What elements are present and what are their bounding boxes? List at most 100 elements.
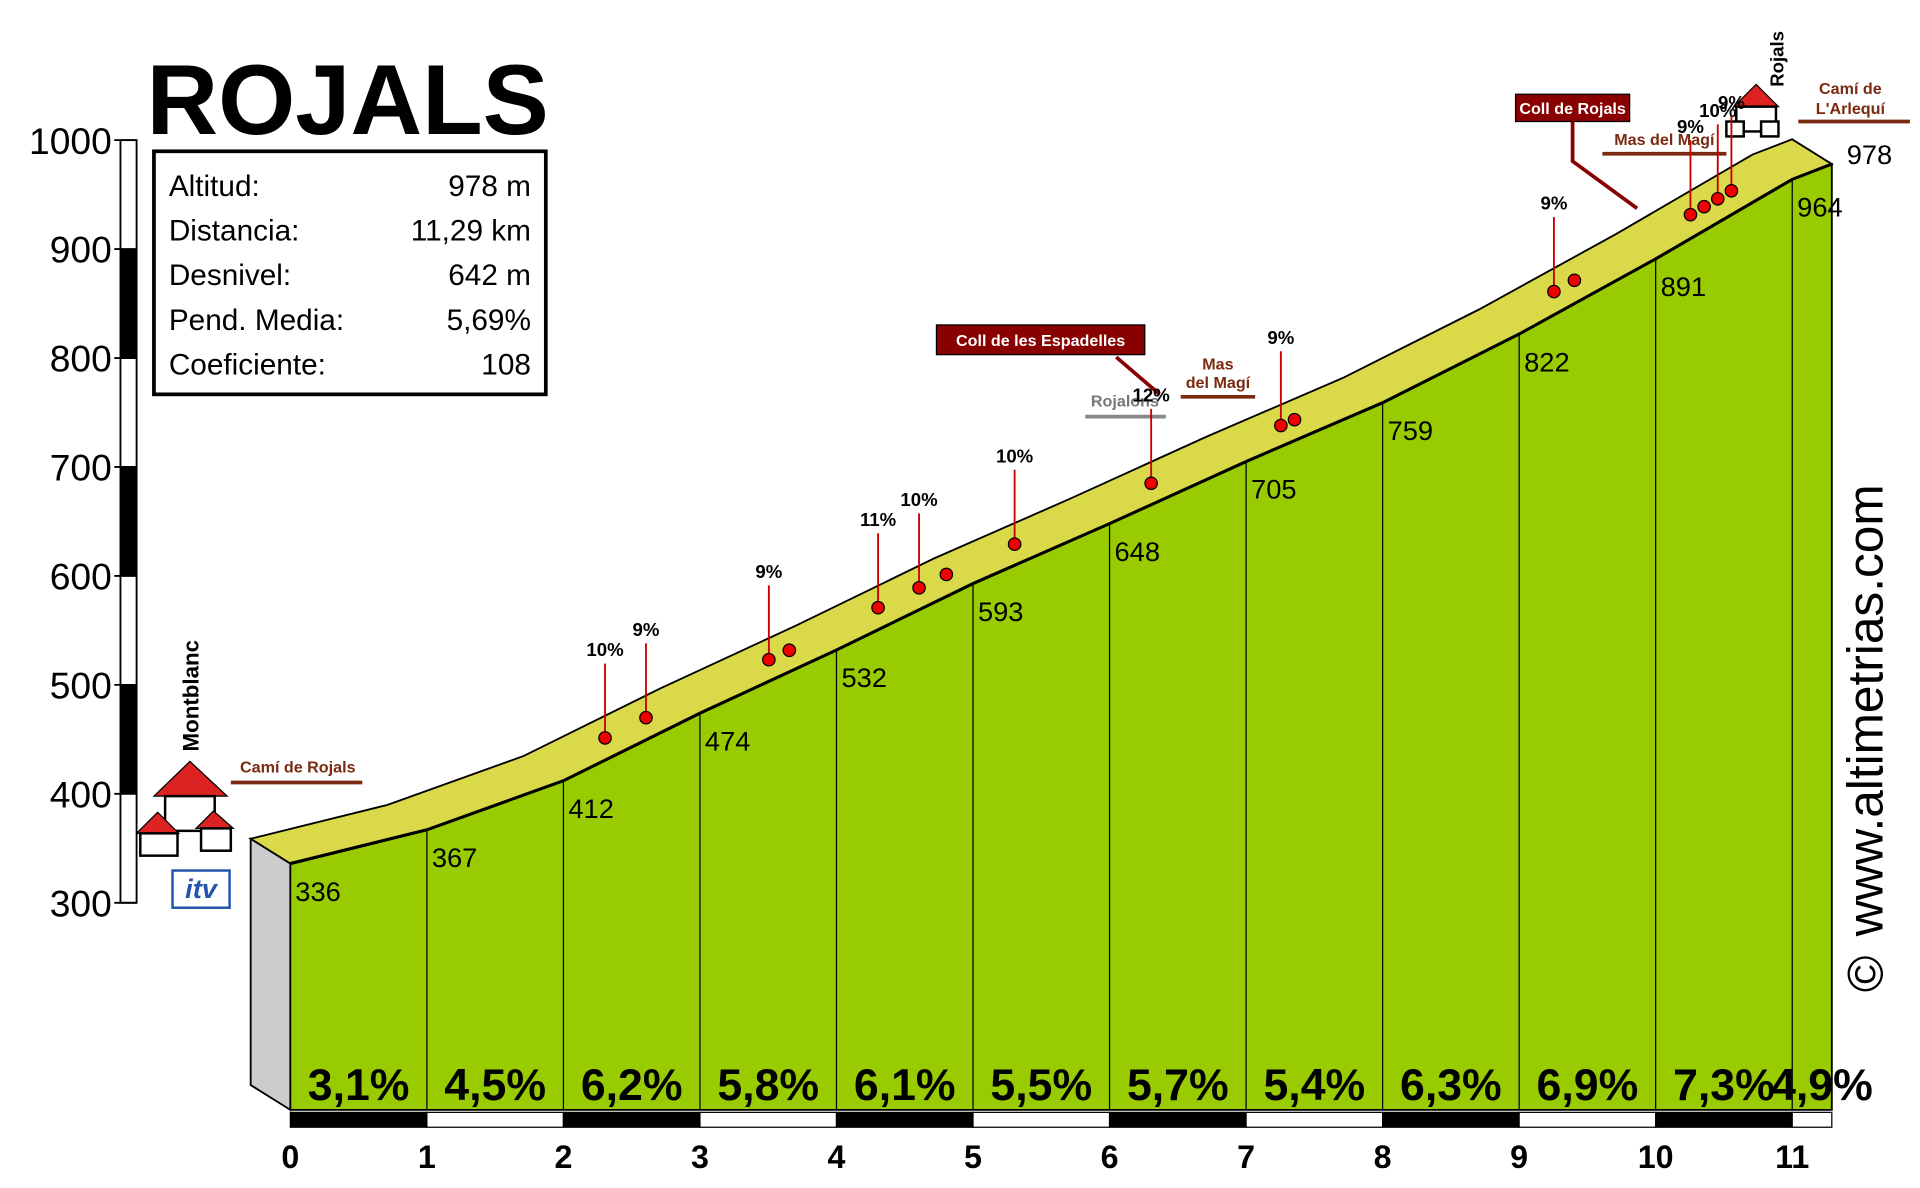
road-label: Camí de Rojals bbox=[240, 759, 356, 777]
base-segment bbox=[289, 1111, 428, 1128]
base-segment bbox=[1518, 1111, 1657, 1128]
y-tick-label: 700 bbox=[50, 447, 112, 489]
altitude-label: 474 bbox=[705, 725, 751, 756]
steep-label: 9% bbox=[1677, 116, 1704, 137]
gradient-label: 5,5% bbox=[990, 1061, 1092, 1110]
altitude-label: 964 bbox=[1797, 192, 1843, 223]
gradient-label: 4,5% bbox=[444, 1061, 546, 1110]
steep-label: 9% bbox=[1718, 92, 1745, 113]
steep-point bbox=[1274, 418, 1288, 433]
base-segment bbox=[972, 1111, 1111, 1128]
altitude-label: 978 bbox=[1847, 139, 1893, 170]
stat-label: Desnivel: bbox=[169, 259, 291, 292]
steep-point bbox=[939, 567, 954, 582]
steep-point bbox=[1547, 284, 1561, 299]
col-box bbox=[935, 324, 1146, 356]
steep-point bbox=[1007, 537, 1022, 552]
gradient-label: 4,9% bbox=[1771, 1061, 1873, 1110]
steep-label: 10% bbox=[1699, 100, 1737, 121]
steep-point bbox=[1724, 183, 1739, 198]
col-box bbox=[1514, 93, 1631, 123]
steep-point bbox=[598, 731, 612, 745]
stat-value: 108 bbox=[481, 349, 531, 382]
x-tick-label: 2 bbox=[554, 1139, 572, 1175]
steep-label: 9% bbox=[633, 619, 660, 640]
base-segment bbox=[1245, 1111, 1384, 1128]
col-pointer bbox=[1570, 121, 1639, 210]
altitude-label: 759 bbox=[1388, 415, 1434, 446]
gradient-label: 7,3% bbox=[1673, 1061, 1775, 1110]
end-label: Rojals bbox=[1766, 31, 1787, 87]
place-label: del Magí bbox=[1186, 374, 1251, 392]
base-segment bbox=[1382, 1111, 1520, 1128]
y-tick-label: 800 bbox=[50, 338, 112, 380]
x-tick-label: 11 bbox=[1775, 1139, 1809, 1175]
gradient-label: 6,9% bbox=[1537, 1061, 1639, 1110]
altitude-label: 532 bbox=[841, 662, 887, 693]
end-house bbox=[1725, 83, 1780, 138]
altitude-label: 367 bbox=[432, 842, 477, 873]
x-tick-label: 0 bbox=[281, 1139, 299, 1175]
steep-point bbox=[782, 643, 797, 658]
altitude-label: 891 bbox=[1661, 271, 1706, 302]
col-pointer bbox=[1115, 355, 1161, 396]
steep-point bbox=[912, 580, 926, 595]
x-tick-label: 1 bbox=[418, 1139, 436, 1175]
y-tick-label: 500 bbox=[50, 665, 112, 707]
stat-value: 11,29 km bbox=[411, 215, 531, 248]
stat-label: Coeficiente: bbox=[169, 349, 326, 382]
y-tick-label: 900 bbox=[50, 229, 112, 271]
steep-label: 9% bbox=[1267, 327, 1294, 348]
x-tick-label: 7 bbox=[1237, 1139, 1255, 1175]
steep-label: 10% bbox=[900, 489, 938, 510]
ruler-band bbox=[120, 684, 137, 794]
gradient-label: 6,2% bbox=[581, 1061, 683, 1110]
x-tick-label: 6 bbox=[1101, 1139, 1119, 1175]
stat-label: Altitud: bbox=[169, 170, 260, 203]
steep-point bbox=[1710, 191, 1725, 206]
stat-value: 5,69% bbox=[447, 304, 531, 337]
y-tick-label: 300 bbox=[50, 882, 112, 924]
stat-label: Pend. Media: bbox=[169, 304, 344, 337]
y-tick-label: 1000 bbox=[29, 120, 112, 162]
base-segment bbox=[1108, 1111, 1247, 1128]
steep-label: 9% bbox=[1540, 193, 1567, 214]
altitude-label: 822 bbox=[1524, 346, 1570, 377]
copyright: © bbox=[1838, 956, 1894, 993]
start-house bbox=[135, 760, 235, 857]
steep-label: 11% bbox=[860, 509, 897, 530]
stat-label: Distancia: bbox=[169, 215, 300, 248]
steep-label: 9% bbox=[755, 561, 782, 582]
place-label: Mas bbox=[1202, 356, 1233, 374]
altitude-label: 593 bbox=[978, 596, 1024, 627]
steep-point bbox=[762, 652, 776, 667]
steep-label: 10% bbox=[586, 639, 624, 660]
profile-side bbox=[249, 837, 292, 1112]
altitude-label: 705 bbox=[1251, 474, 1297, 505]
gradient-label: 5,4% bbox=[1263, 1061, 1365, 1110]
steep-point bbox=[1697, 199, 1711, 214]
steep-point bbox=[871, 600, 885, 615]
altitude-label: 412 bbox=[568, 793, 614, 824]
col-label: Coll de les Espadelles bbox=[956, 332, 1125, 350]
y-tick-label: 400 bbox=[50, 773, 112, 815]
steep-point bbox=[1144, 476, 1158, 491]
steep-point bbox=[1567, 273, 1582, 288]
road-label: L'Arlequí bbox=[1816, 100, 1886, 118]
stat-value: 978 m bbox=[448, 170, 531, 203]
base-segment bbox=[1655, 1111, 1793, 1128]
ruler-band bbox=[120, 249, 137, 359]
gradient-label: 6,1% bbox=[854, 1061, 956, 1110]
x-tick-label: 9 bbox=[1510, 1139, 1528, 1175]
base-segment bbox=[426, 1111, 565, 1128]
x-tick-label: 3 bbox=[691, 1139, 709, 1175]
x-tick-label: 10 bbox=[1638, 1139, 1674, 1175]
x-tick-label: 5 bbox=[964, 1139, 982, 1175]
steep-label: 10% bbox=[996, 445, 1034, 466]
altitude-label: 336 bbox=[295, 876, 341, 907]
base-segment bbox=[699, 1111, 838, 1128]
steep-label: 12% bbox=[1133, 384, 1171, 405]
gradient-label: 5,8% bbox=[717, 1061, 819, 1110]
col-label: Coll de Rojals bbox=[1519, 100, 1626, 118]
